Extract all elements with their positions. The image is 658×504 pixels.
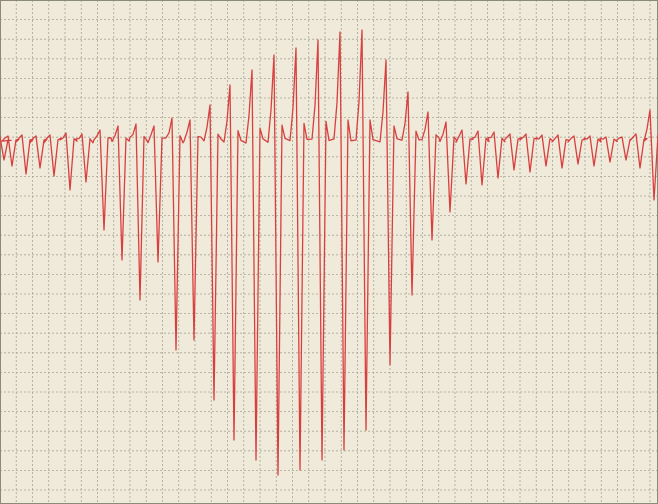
waveform-chart [0,0,658,504]
chart-canvas [0,0,658,504]
